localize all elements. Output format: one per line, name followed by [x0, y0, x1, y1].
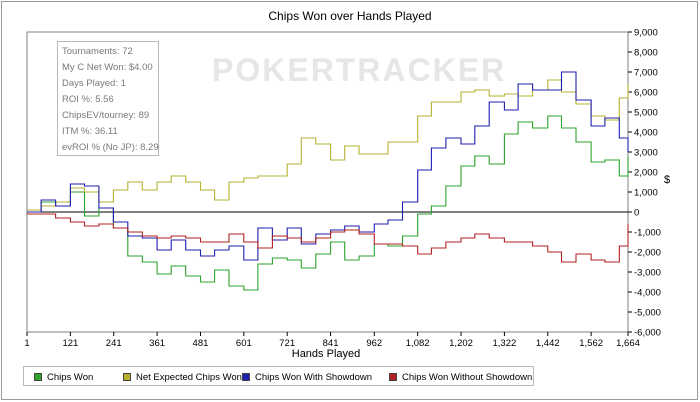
x-tick-label: 962 [366, 338, 382, 349]
chart-title: Chips Won over Hands Played [268, 9, 432, 23]
watermark-logo: POKERTRACKER [212, 52, 507, 88]
legend-swatch [34, 373, 42, 381]
stats-box: Tournaments: 72 My C Net Won: $4.00 Days… [57, 41, 159, 156]
x-tick-label: 1,562 [579, 338, 603, 349]
y-tick-label: -4,000 [634, 288, 661, 299]
y-tick-label: -6,000 [634, 328, 661, 339]
legend: Chips Won Net Expected Chips Won Chips W… [23, 366, 534, 386]
y-tick-label: 4,000 [634, 128, 658, 139]
legend-item-chips-won: Chips Won [34, 370, 93, 384]
x-tick-label: 841 [323, 338, 339, 349]
x-tick-label: 241 [106, 338, 122, 349]
y-tick-label: -3,000 [634, 268, 661, 279]
x-tick-label: 1,664 [616, 338, 640, 349]
y-tick-label: 7,000 [634, 68, 658, 79]
x-tick-label: 1,082 [406, 338, 430, 349]
x-tick-label: 601 [236, 338, 252, 349]
legend-label: Chips Won Without Showdown [402, 371, 533, 383]
stat-roi: ROI %: 5.56 [62, 94, 114, 105]
y-tick-label: 5,000 [634, 108, 658, 119]
x-tick-label: 1,322 [493, 338, 517, 349]
legend-label: Chips Won With Showdown [255, 371, 373, 383]
stat-days-played: Days Played: 1 [62, 78, 126, 89]
plot-border [26, 31, 629, 333]
legend-label: Net Expected Chips Won [136, 371, 242, 383]
x-tick-label: 721 [279, 338, 295, 349]
y-tick-label: -5,000 [634, 308, 661, 319]
legend-item-with-showdown: Chips Won With Showdown [242, 370, 372, 384]
series-line-chips-won [27, 115, 629, 291]
y-tick-label: 2,000 [634, 168, 658, 179]
y-tick-label: 1,000 [634, 188, 658, 199]
series-line-chips-won-without-showdown [27, 213, 629, 263]
y-tick-label: 8,000 [634, 48, 658, 59]
stat-evroi: evROI % (No JP): 8.29 [62, 142, 159, 153]
y-tick-label: 3,000 [634, 148, 658, 159]
x-tick-label: 1,442 [536, 338, 560, 349]
legend-item-net-expected: Net Expected Chips Won [123, 370, 242, 384]
x-tick-label: 1 [24, 338, 29, 349]
y-tick-label: 9,000 [634, 28, 658, 39]
legend-item-without-showdown: Chips Won Without Showdown [389, 370, 532, 384]
legend-swatch [389, 373, 397, 381]
y-tick-label: 6,000 [634, 88, 658, 99]
x-tick-label: 361 [149, 338, 165, 349]
y-tick-label: -1,000 [634, 228, 661, 239]
y-axis-unit-label: $ [664, 174, 671, 186]
x-tick-label: 1,202 [449, 338, 473, 349]
stat-tournaments: Tournaments: 72 [62, 46, 133, 57]
legend-label: Chips Won [47, 371, 94, 383]
legend-swatch [123, 373, 131, 381]
y-tick-label: -2,000 [634, 248, 661, 259]
x-axis-label: Hands Played [291, 348, 361, 360]
x-tick-label: 481 [193, 338, 209, 349]
y-tick-label: 0 [634, 208, 639, 219]
stat-chipsev: ChipsEV/tourney: 89 [62, 110, 150, 121]
stat-itm: ITM %: 36.11 [62, 126, 118, 137]
legend-swatch [242, 373, 250, 381]
stat-net-won: My C Net Won: $4.00 [62, 62, 153, 73]
x-tick-label: 121 [62, 338, 78, 349]
